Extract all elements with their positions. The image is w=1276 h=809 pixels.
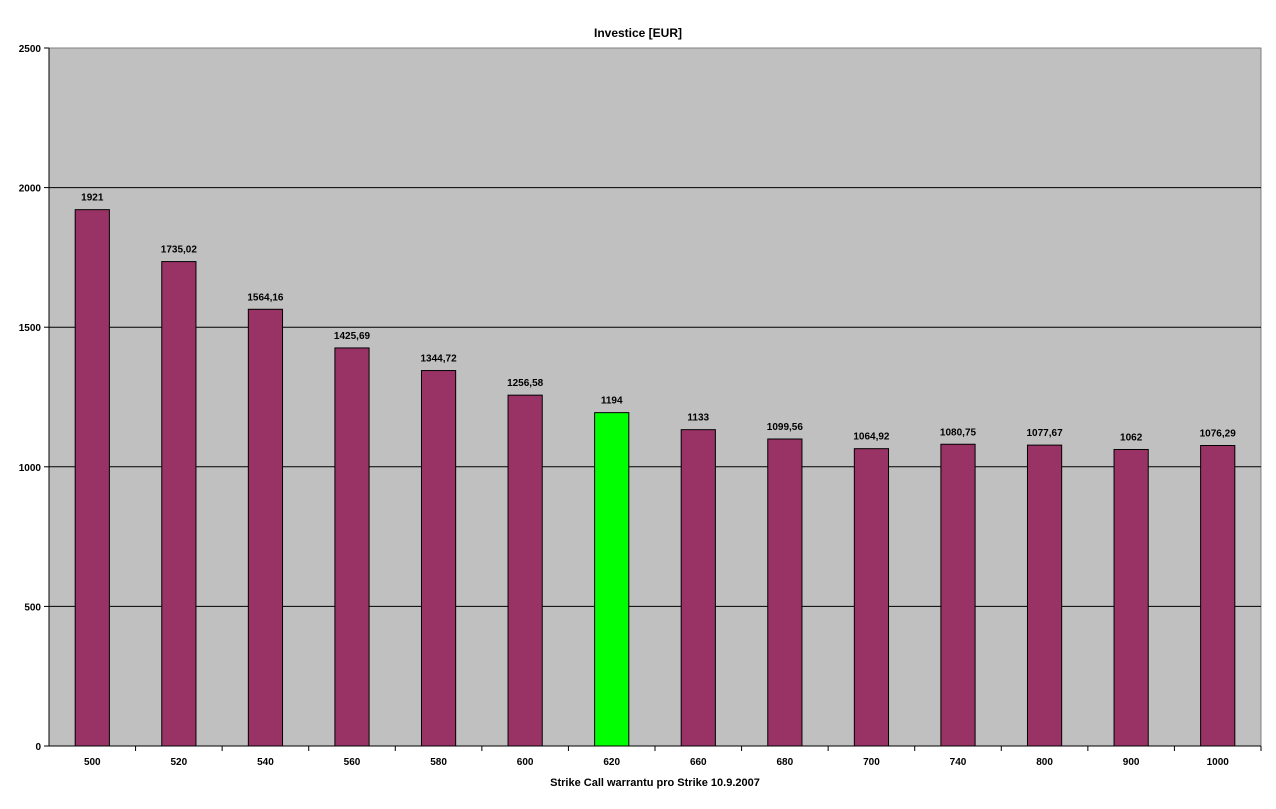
data-labels: 1921 1735,02 1564,16 1425,69 1344,72 1256,58 1… [81, 193, 1236, 444]
x-tick-label: 520 [171, 757, 188, 768]
data-label-620: 1194 [601, 396, 623, 407]
x-axis-title: Strike Call warrantu pro Strike 10.9.200… [550, 777, 760, 789]
bar-540 [247, 308, 284, 747]
data-label-680: 1099,56 [767, 422, 804, 433]
x-tick-label: 800 [1036, 757, 1053, 768]
bar-800 [1026, 444, 1063, 747]
bar-660 [680, 429, 716, 747]
x-tick-label: 700 [863, 757, 880, 768]
x-tick-label: 600 [517, 757, 534, 768]
data-label-600: 1256,58 [507, 378, 544, 389]
axes: 0 500 1000 1500 2000 2500 500 520 540 560 580 600 62… [19, 44, 1262, 768]
y-tick-label: 1500 [19, 323, 42, 334]
data-label-560: 1425,69 [334, 331, 371, 342]
bar-740 [940, 443, 976, 747]
y-tick-label: 2000 [19, 184, 42, 195]
data-label-740: 1080,75 [940, 427, 977, 438]
data-label-1000: 1076,29 [1200, 428, 1237, 439]
x-tick-label: 580 [430, 757, 447, 768]
chart-title: Investice [EUR] [594, 26, 682, 40]
data-label-660: 1133 [687, 413, 709, 424]
x-tick-label: 680 [777, 757, 794, 768]
x-tick-label: 1000 [1207, 757, 1230, 768]
bar-520 [161, 261, 197, 747]
data-label-540: 1564,16 [247, 292, 284, 303]
y-tick-label: 1000 [19, 463, 42, 474]
bar-900 [1113, 448, 1149, 747]
bar-560 [334, 347, 370, 747]
y-tick-label: 2500 [19, 44, 42, 55]
data-label-800: 1077,67 [1026, 428, 1063, 439]
bar-700 [853, 448, 890, 747]
bars [74, 209, 1236, 747]
data-label-700: 1064,92 [853, 432, 890, 443]
data-label-500: 1921 [81, 193, 104, 204]
x-tick-label: 740 [950, 757, 967, 768]
x-tick-label: 540 [257, 757, 274, 768]
x-tick-label: 900 [1123, 757, 1140, 768]
bar-680 [767, 438, 803, 747]
bar-500 [74, 209, 110, 747]
x-tick-label: 620 [603, 757, 620, 768]
x-tick-label: 500 [84, 757, 101, 768]
plot-area [48, 47, 1262, 747]
bar-1000 [1200, 444, 1236, 747]
bar-620 [594, 412, 630, 747]
data-label-580: 1344,72 [420, 354, 457, 365]
bar-580 [420, 370, 457, 747]
x-tick-label: 560 [344, 757, 361, 768]
y-tick-label: 0 [35, 742, 41, 753]
data-label-900: 1062 [1120, 432, 1143, 443]
x-tick-label: 660 [690, 757, 707, 768]
bar-600 [507, 394, 543, 747]
y-tick-label: 500 [24, 602, 41, 613]
data-label-520: 1735,02 [161, 245, 198, 256]
